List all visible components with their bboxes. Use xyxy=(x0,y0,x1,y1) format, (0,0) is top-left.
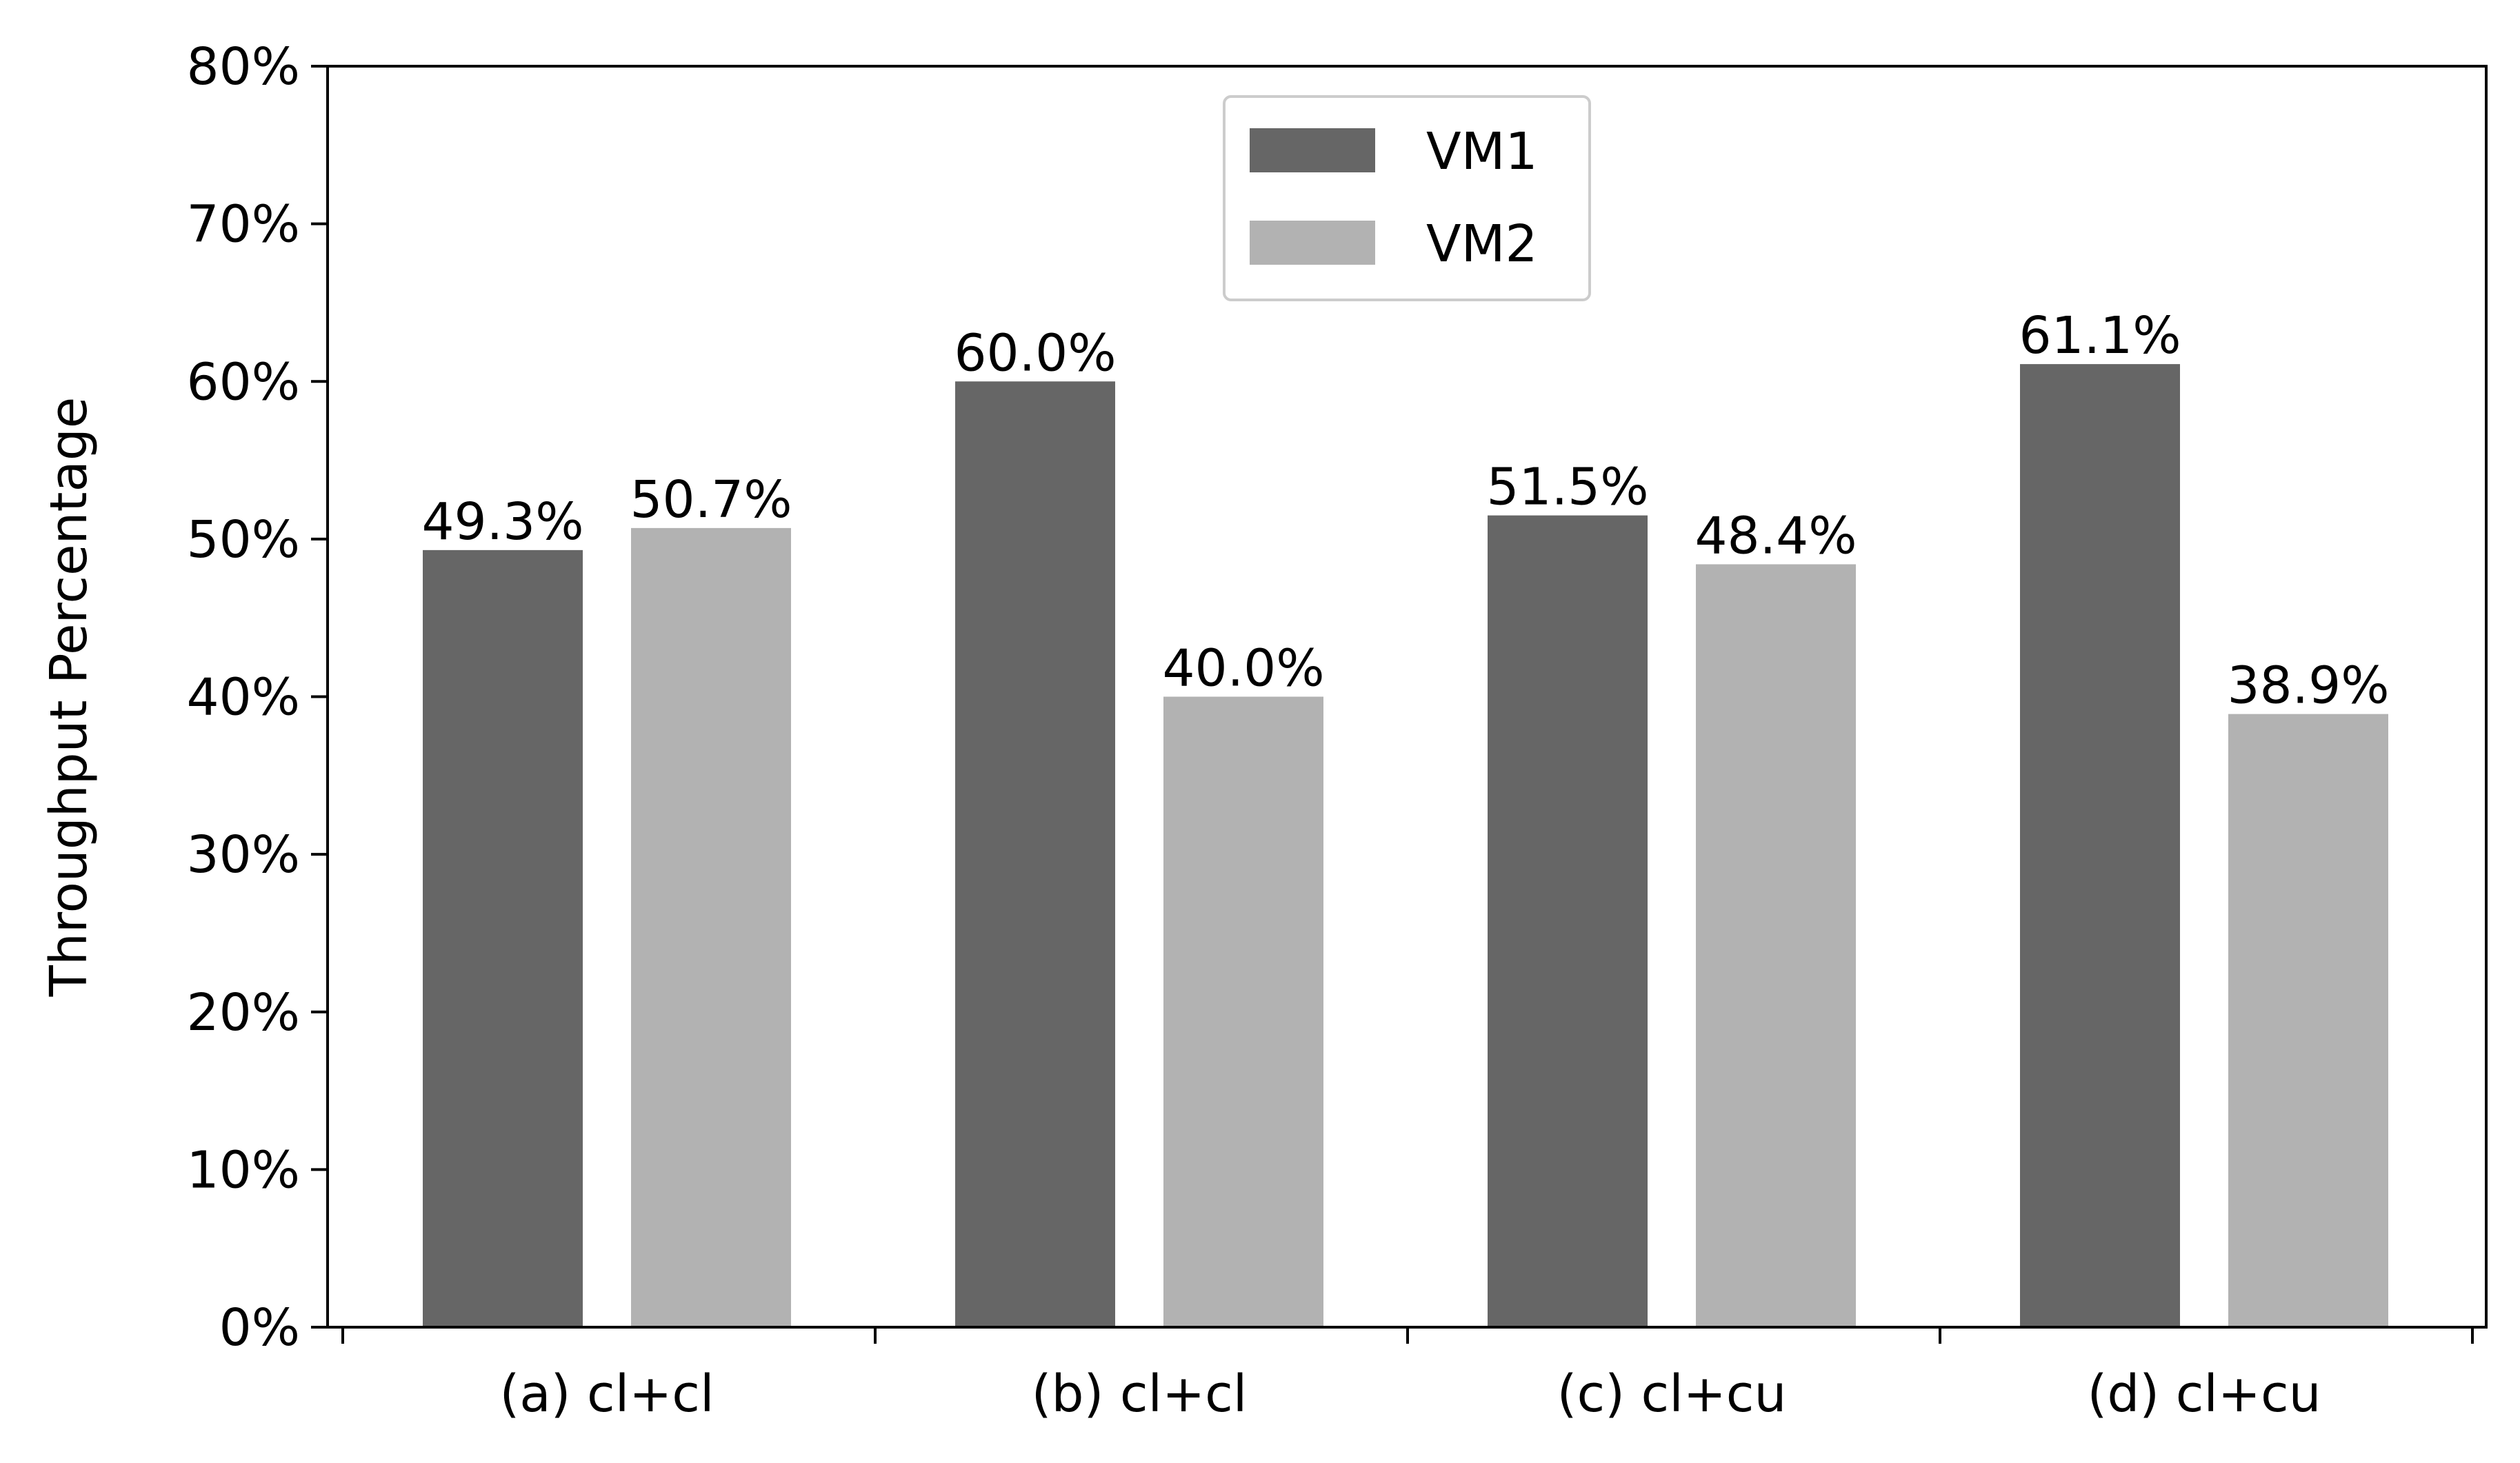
legend-swatch-vm2 xyxy=(1250,221,1375,265)
x-category-label: (b) cl+cl xyxy=(1032,1364,1248,1424)
legend: VM1 VM2 xyxy=(1223,95,1591,301)
y-axis-title: Throughput Percentage xyxy=(39,397,99,998)
bar-value-label: 60.0% xyxy=(954,323,1116,383)
bar-vm2-2 xyxy=(1163,696,1323,1327)
bar-vm1-2 xyxy=(955,381,1115,1327)
bar-vm2-4 xyxy=(2228,714,2388,1327)
value-labels-layer: 49.3% 60.0% 51.5% 61.1% 50.7% 40.0% 48.4% 38.9% xyxy=(421,306,2389,716)
y-tick-label: 50% xyxy=(187,510,300,569)
y-tick-label: 80% xyxy=(187,37,300,97)
x-category-label: (c) cl+cu xyxy=(1557,1364,1787,1424)
bar-value-label: 48.4% xyxy=(1694,506,1857,565)
x-category-label: (a) cl+cl xyxy=(499,1364,714,1424)
bar-vm1-3 xyxy=(1488,515,1648,1327)
bar-vm2-3 xyxy=(1696,564,1856,1327)
y-tick-label: 30% xyxy=(187,825,300,885)
bar-vm1-1 xyxy=(423,549,583,1328)
y-axis: 0% 10% 20% 30% 40% 50% 60% 70% 80% xyxy=(187,37,328,1358)
bar-vm1-4 xyxy=(2020,364,2180,1327)
x-axis: (a) cl+cl (b) cl+cl (c) cl+cu (d) cl+cu xyxy=(341,1327,2474,1424)
y-tick-label: 20% xyxy=(187,983,300,1042)
bar-value-label: 38.9% xyxy=(2227,656,2389,716)
y-tick-label: 70% xyxy=(187,195,300,254)
legend-label-vm2: VM2 xyxy=(1426,214,1538,274)
bar-vm2-1 xyxy=(631,527,791,1327)
x-category-label: (d) cl+cu xyxy=(2087,1364,2321,1424)
bar-value-label: 51.5% xyxy=(1486,458,1648,517)
y-tick-label: 40% xyxy=(187,668,300,727)
bars-layer xyxy=(423,364,2388,1328)
y-tick-label: 10% xyxy=(187,1140,300,1200)
bar-value-label: 61.1% xyxy=(2019,306,2181,365)
bar-value-label: 49.3% xyxy=(421,492,583,552)
bar-value-label: 40.0% xyxy=(1162,639,1324,698)
legend-label-vm1: VM1 xyxy=(1426,122,1538,181)
bar-value-label: 50.7% xyxy=(630,470,792,529)
y-tick-label: 0% xyxy=(219,1298,300,1358)
y-tick-label: 60% xyxy=(187,352,300,412)
legend-swatch-vm1 xyxy=(1250,128,1375,172)
